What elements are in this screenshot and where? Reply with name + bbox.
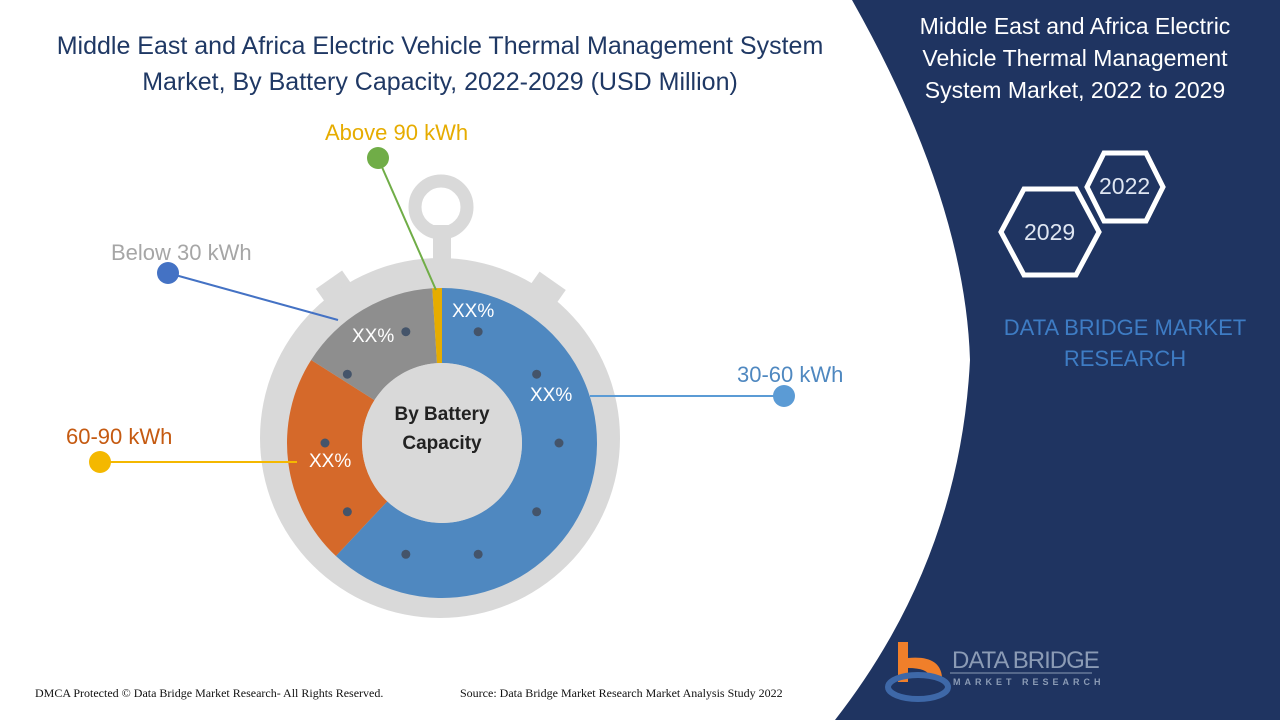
hexagon-2029 bbox=[998, 186, 1102, 278]
leader-lines bbox=[100, 157, 784, 463]
legend-dot-above-90-kwh bbox=[367, 147, 389, 169]
pct-60-90: XX% bbox=[309, 451, 352, 472]
dial-dot bbox=[473, 549, 483, 559]
legend-dots bbox=[89, 147, 795, 473]
donut-chart bbox=[287, 288, 597, 598]
leader-above-90 bbox=[377, 157, 437, 291]
year-hexagons bbox=[998, 150, 1166, 278]
legend-dot-below-30-kwh bbox=[157, 262, 179, 284]
dial-dot bbox=[554, 438, 564, 448]
donut-center bbox=[362, 363, 522, 523]
dial-dot bbox=[342, 369, 352, 379]
logo-icon bbox=[885, 642, 1092, 702]
pct-30-60: XX% bbox=[530, 385, 573, 406]
side-panel-background bbox=[835, 0, 1280, 720]
chart-title: Middle East and Africa Electric Vehicle … bbox=[56, 32, 824, 96]
center-label: By Battery Capacity bbox=[394, 404, 490, 454]
label-60-90: 60-90 kWh bbox=[66, 424, 173, 449]
year-end-label: 2029 bbox=[1024, 219, 1076, 245]
legend-dot-30-60-kwh bbox=[773, 385, 795, 407]
logo-text: DATA BRIDGE bbox=[952, 647, 1100, 674]
dial-dot bbox=[401, 327, 411, 337]
logo-subtext: MARKET RESEARCH bbox=[953, 677, 1105, 687]
donut-slice-below-30-kwh bbox=[311, 288, 437, 401]
label-30-60: 30-60 kWh bbox=[737, 362, 844, 387]
dial-dot bbox=[401, 549, 411, 559]
dial-dot bbox=[320, 438, 330, 448]
donut-slice-60-90-kwh bbox=[287, 359, 388, 556]
source-text: Source: Data Bridge Market Research Mark… bbox=[460, 686, 783, 700]
donut-slice-above-90-kwh bbox=[432, 288, 442, 364]
year-start-label: 2022 bbox=[1099, 173, 1151, 199]
brand-text: DATA BRIDGE MARKET RESEARCH bbox=[1003, 315, 1247, 371]
legend-dot-60-90-kwh bbox=[89, 451, 111, 473]
label-above-90: Above 90 kWh bbox=[325, 120, 469, 145]
pct-above-90: XX% bbox=[452, 301, 495, 322]
side-panel-title: Middle East and Africa Electric Vehicle … bbox=[919, 13, 1231, 103]
label-below-30: Below 30 kWh bbox=[111, 240, 252, 265]
pct-below-30: XX% bbox=[352, 326, 395, 347]
dial-dot bbox=[342, 507, 352, 517]
donut-slice-30-60-kwh bbox=[335, 288, 597, 598]
dial-dot bbox=[532, 369, 542, 379]
hexagon-2022 bbox=[1084, 150, 1166, 224]
leader-below-30 bbox=[167, 272, 339, 321]
copyright-text: DMCA Protected © Data Bridge Market Rese… bbox=[35, 686, 384, 700]
dial-dot bbox=[473, 327, 483, 337]
dial-dot bbox=[532, 507, 542, 517]
